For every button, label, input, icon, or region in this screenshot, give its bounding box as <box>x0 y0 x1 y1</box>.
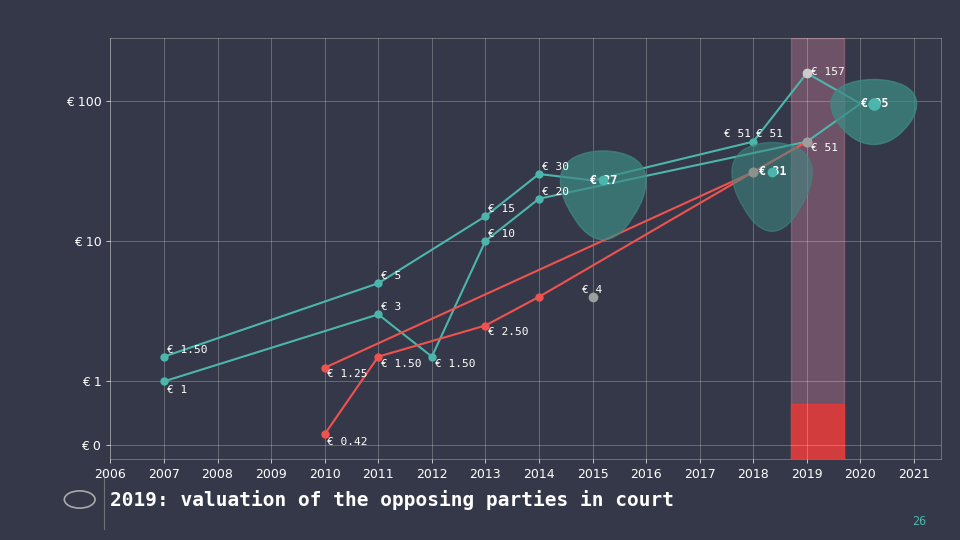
Ellipse shape <box>732 143 812 231</box>
Bar <box>791 38 845 459</box>
Ellipse shape <box>831 79 917 145</box>
Text: € 1: € 1 <box>167 384 187 395</box>
Text: 2019: valuation of the opposing parties in court: 2019: valuation of the opposing parties … <box>110 489 674 510</box>
Text: € 51: € 51 <box>756 129 783 139</box>
Text: € 4: € 4 <box>582 285 602 295</box>
Ellipse shape <box>561 151 646 240</box>
Text: € 31: € 31 <box>757 165 786 179</box>
Text: € 51: € 51 <box>811 143 838 153</box>
Text: € 1.50: € 1.50 <box>167 345 207 355</box>
Text: € 95: € 95 <box>859 97 888 110</box>
Text: € 5: € 5 <box>381 271 401 281</box>
Text: € 2.50: € 2.50 <box>488 327 529 337</box>
Text: € 27: € 27 <box>589 174 617 187</box>
Text: € 1.25: € 1.25 <box>327 369 368 379</box>
Text: € 0.42: € 0.42 <box>327 437 368 447</box>
Text: € 15: € 15 <box>488 204 516 214</box>
Text: € 51: € 51 <box>724 129 751 139</box>
Bar <box>791 404 845 459</box>
Text: € 10: € 10 <box>488 229 516 239</box>
Text: € 30: € 30 <box>541 162 568 172</box>
Text: € 157: € 157 <box>811 67 845 77</box>
Text: € 1.50: € 1.50 <box>435 359 475 369</box>
Text: € 3: € 3 <box>381 302 401 313</box>
Text: 26: 26 <box>912 515 926 528</box>
Text: € 1.50: € 1.50 <box>381 359 421 369</box>
Text: € 20: € 20 <box>541 187 568 197</box>
